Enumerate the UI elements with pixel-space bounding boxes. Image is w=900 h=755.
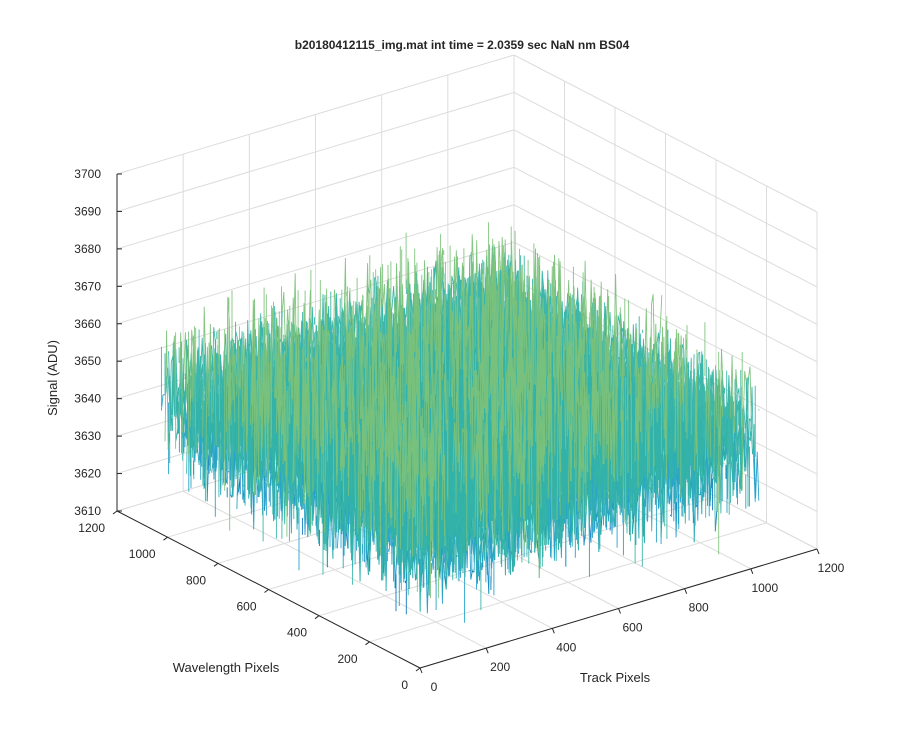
x-tick-label: 200	[490, 660, 510, 674]
y-tick-label: 800	[186, 573, 206, 587]
surface-mesh	[160, 222, 760, 623]
floor-grid-y	[369, 522, 767, 643]
x-tick-label: 800	[689, 601, 709, 615]
chart-title: b20180412115_img.mat int time = 2.0359 s…	[295, 38, 630, 52]
x-tick-label: 0	[431, 680, 438, 694]
x-tick-mark	[816, 548, 820, 555]
wall-grid-z	[116, 166, 515, 287]
x-tick-mark	[485, 647, 489, 654]
y-tick-label: 0	[401, 678, 408, 692]
z-tick-label: 3660	[74, 317, 101, 331]
z-tick-label: 3620	[74, 467, 101, 481]
y-tick-mark	[112, 510, 118, 515]
y-tick-mark	[264, 589, 269, 593]
wall-grid-z2	[513, 204, 818, 363]
y-tick-mark	[163, 536, 168, 541]
y-tick-mark	[314, 615, 320, 620]
z-axis-label: Signal (ADU)	[45, 340, 60, 416]
tick-labels: 0 200 400 600 800 1000 1200 0 200 400 600 800 1000 12…	[74, 167, 844, 694]
y-tick-label: 400	[287, 626, 307, 640]
wall-grid-z2	[513, 129, 818, 288]
z-tick-label: 3640	[74, 392, 101, 406]
x-tick-mark	[684, 588, 688, 594]
wall-grid-z	[116, 91, 515, 212]
z-tick-label: 3650	[74, 354, 101, 368]
axis-lines	[112, 173, 820, 674]
wall-grid-z2	[513, 54, 818, 213]
y-tick-mark	[213, 562, 219, 567]
y-tick-label: 200	[337, 652, 357, 666]
x-tick-mark	[551, 628, 555, 634]
wall-grid-z	[116, 129, 515, 250]
wall-grid-z2	[513, 92, 818, 250]
z-tick-label: 3690	[74, 204, 101, 218]
wall-grid-z	[116, 241, 515, 362]
z-tick-label: 3670	[74, 279, 101, 293]
x-tick-mark	[419, 667, 423, 674]
wall-grid-z2	[513, 166, 818, 325]
wall-grid-z	[116, 204, 515, 325]
y-tick-label: 1200	[78, 521, 105, 535]
z-tick-label: 3630	[74, 429, 101, 443]
x-axis-label: Track Pixels	[580, 670, 651, 685]
wall-grid-z2	[513, 241, 818, 400]
x-tick-label: 1000	[751, 581, 778, 595]
y-tick-label: 1000	[129, 547, 156, 561]
x-tick-label: 1200	[818, 561, 845, 575]
y-tick-mark	[415, 667, 421, 672]
z-tick-label: 3680	[74, 242, 101, 256]
y-axis-label: Wavelength Pixels	[173, 660, 280, 675]
z-tick-label: 3610	[74, 504, 101, 518]
x-tick-mark	[618, 608, 621, 614]
x-tick-label: 600	[622, 621, 642, 635]
y-tick-label: 600	[236, 600, 256, 614]
wall-grid-z	[116, 54, 515, 175]
surface-band-3	[164, 222, 753, 599]
z-tick-label: 3700	[74, 167, 101, 181]
x-tick-label: 400	[556, 640, 576, 654]
y-tick-mark	[365, 641, 370, 646]
x-tick-mark	[750, 568, 754, 575]
